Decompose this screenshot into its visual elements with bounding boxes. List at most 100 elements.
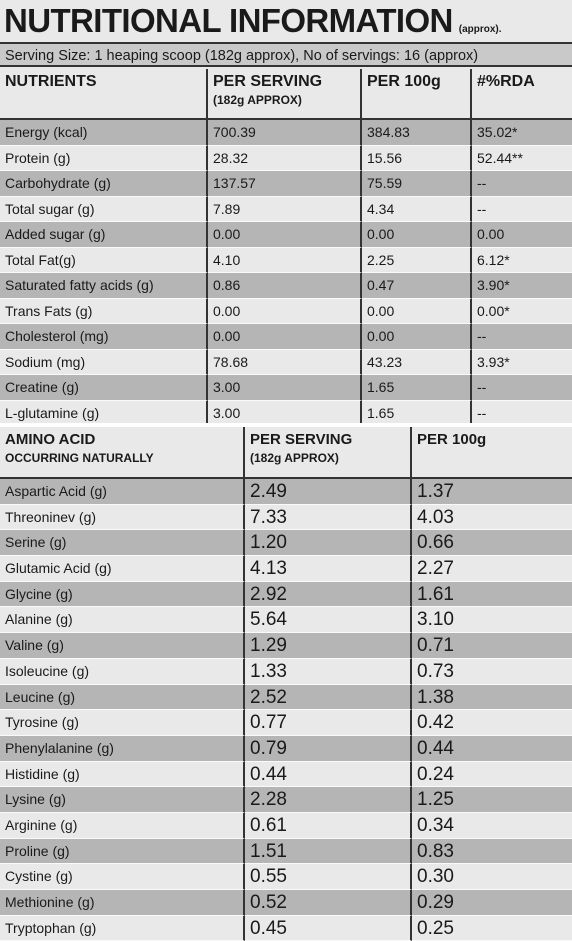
cell-value: 2.28 bbox=[245, 787, 412, 813]
table-row: Isoleucine (g) 1.33 0.73 bbox=[0, 658, 572, 685]
cell-value: 0.34 bbox=[412, 813, 572, 839]
header-line: (182g APPROX) bbox=[213, 93, 302, 107]
row-label: Valine (g) bbox=[0, 633, 245, 659]
table-row: Carbohydrate (g) 137.57 75.59 -- bbox=[0, 171, 572, 197]
cell-value: 1.25 bbox=[412, 787, 572, 813]
cell-value: 384.83 bbox=[362, 120, 472, 146]
cell-value: 2.49 bbox=[245, 479, 412, 505]
table-row: Serine (g) 1.20 0.66 bbox=[0, 530, 572, 557]
cell-value: 4.10 bbox=[208, 247, 362, 273]
cell-value: 0.77 bbox=[245, 710, 412, 736]
table-row: Creatine (g) 3.00 1.65 -- bbox=[0, 375, 572, 401]
table-row: Saturated fatty acids (g) 0.86 0.47 3.90* bbox=[0, 273, 572, 299]
cell-value: 7.89 bbox=[208, 196, 362, 222]
header-line: PER 100g bbox=[417, 431, 487, 448]
table-row: Protein (g) 28.32 15.56 52.44** bbox=[0, 145, 572, 171]
row-label: Total sugar (g) bbox=[0, 196, 208, 222]
table-row: Alanine (g) 5.64 3.10 bbox=[0, 607, 572, 634]
row-label: Tyrosine (g) bbox=[0, 710, 245, 736]
row-label: Methionine (g) bbox=[0, 890, 245, 916]
row-label: Total Fat(g) bbox=[0, 247, 208, 273]
title: NUTRITIONAL INFORMATION bbox=[4, 2, 453, 39]
header-line: NUTRIENTS bbox=[5, 73, 97, 90]
row-label: Aspartic Acid (g) bbox=[0, 479, 245, 505]
header-line: (182g APPROX) bbox=[250, 451, 339, 465]
table-row: Lysine (g) 2.28 1.25 bbox=[0, 787, 572, 813]
cell-value: 0.66 bbox=[412, 530, 572, 557]
serving-info: Serving Size: 1 heaping scoop (182g appr… bbox=[0, 42, 572, 67]
cell-value: 0.52 bbox=[245, 890, 412, 916]
row-label: Phenylalanine (g) bbox=[0, 735, 245, 762]
cell-value: 2.27 bbox=[412, 556, 572, 582]
row-label: Saturated fatty acids (g) bbox=[0, 273, 208, 299]
table-row: Cholesterol (mg) 0.00 0.00 -- bbox=[0, 324, 572, 350]
cell-value: -- bbox=[472, 324, 572, 350]
header-line: AMINO ACID bbox=[5, 431, 96, 448]
cell-value: 0.45 bbox=[245, 915, 412, 941]
table-row: Added sugar (g) 0.00 0.00 0.00 bbox=[0, 222, 572, 248]
cell-value: 0.00 bbox=[208, 324, 362, 350]
cell-value: 75.59 bbox=[362, 171, 472, 197]
title-note: (approx). bbox=[458, 24, 502, 35]
cell-value: 1.38 bbox=[412, 684, 572, 711]
cell-value: 15.56 bbox=[362, 145, 472, 171]
header-cell: AMINO ACID OCCURRING NATURALLY bbox=[0, 427, 245, 477]
header-row: AMINO ACID OCCURRING NATURALLY PER SERVING… bbox=[0, 427, 572, 479]
cell-value: 2.92 bbox=[245, 581, 412, 608]
table-row: Histidine (g) 0.44 0.24 bbox=[0, 761, 572, 788]
row-label: Alanine (g) bbox=[0, 607, 245, 634]
cell-value: 2.25 bbox=[362, 247, 472, 273]
cell-value: 1.20 bbox=[245, 530, 412, 557]
cell-value: 4.03 bbox=[412, 505, 572, 531]
cell-value: 137.57 bbox=[208, 171, 362, 197]
table-row: Glycine (g) 2.92 1.61 bbox=[0, 581, 572, 608]
cell-value: 0.44 bbox=[412, 735, 572, 762]
cell-value: 700.39 bbox=[208, 120, 362, 146]
header-line: PER 100g bbox=[367, 73, 441, 90]
header-cell: #%RDA bbox=[472, 69, 572, 118]
cell-value: 1.33 bbox=[245, 658, 412, 685]
cell-value: 3.93* bbox=[472, 350, 572, 375]
cell-value: 0.55 bbox=[245, 864, 412, 890]
cell-value: 0.83 bbox=[412, 838, 572, 865]
cell-value: 0.24 bbox=[412, 762, 572, 788]
row-label: Serine (g) bbox=[0, 530, 245, 557]
nutrients-table: NUTRIENTS PER SERVING (182g APPROX) PER 100… bbox=[0, 69, 572, 426]
cell-value: 0.00 bbox=[362, 298, 472, 324]
row-label: Arginine (g) bbox=[0, 812, 245, 839]
table-row: Total sugar (g) 7.89 4.34 -- bbox=[0, 196, 572, 222]
cell-value: 0.25 bbox=[412, 916, 572, 941]
cell-value: 3.90* bbox=[472, 273, 572, 299]
cell-value: 7.33 bbox=[245, 504, 412, 531]
row-label: Glutamic Acid (g) bbox=[0, 556, 245, 582]
row-label: Lysine (g) bbox=[0, 787, 245, 813]
row-label: Protein (g) bbox=[0, 145, 208, 171]
table-row: Arginine (g) 0.61 0.34 bbox=[0, 812, 572, 839]
amino-table: AMINO ACID OCCURRING NATURALLY PER SERVING… bbox=[0, 427, 572, 941]
header-line: PER SERVING bbox=[213, 73, 323, 90]
cell-value: 0.00 bbox=[208, 298, 362, 324]
cell-value: 0.42 bbox=[412, 710, 572, 736]
table-row: Total Fat(g) 4.10 2.25 6.12* bbox=[0, 247, 572, 273]
cell-value: 6.12* bbox=[472, 248, 572, 273]
table-row: Proline (g) 1.51 0.83 bbox=[0, 838, 572, 865]
table-row: Valine (g) 1.29 0.71 bbox=[0, 633, 572, 659]
cell-value: 0.30 bbox=[412, 864, 572, 890]
cell-value: 4.13 bbox=[245, 556, 412, 582]
header-cell: PER 100g bbox=[362, 69, 472, 118]
cell-value: 0.00 bbox=[362, 324, 472, 350]
gap bbox=[0, 423, 572, 427]
row-label: Isoleucine (g) bbox=[0, 658, 245, 685]
cell-value: -- bbox=[472, 197, 572, 222]
row-label: Trans Fats (g) bbox=[0, 298, 208, 324]
row-label: Sodium (mg) bbox=[0, 349, 208, 375]
row-label: Leucine (g) bbox=[0, 684, 245, 711]
cell-value: 1.51 bbox=[245, 838, 412, 865]
table-row: Threoninev (g) 7.33 4.03 bbox=[0, 504, 572, 531]
row-label: Threoninev (g) bbox=[0, 504, 245, 531]
header-cell: PER SERVING (182g APPROX) bbox=[208, 69, 362, 118]
cell-value: 1.29 bbox=[245, 633, 412, 659]
table-row: Energy (kcal) 700.39 384.83 35.02* bbox=[0, 120, 572, 146]
cell-value: 0.00 bbox=[362, 222, 472, 248]
table-row: Trans Fats (g) 0.00 0.00 0.00* bbox=[0, 298, 572, 324]
